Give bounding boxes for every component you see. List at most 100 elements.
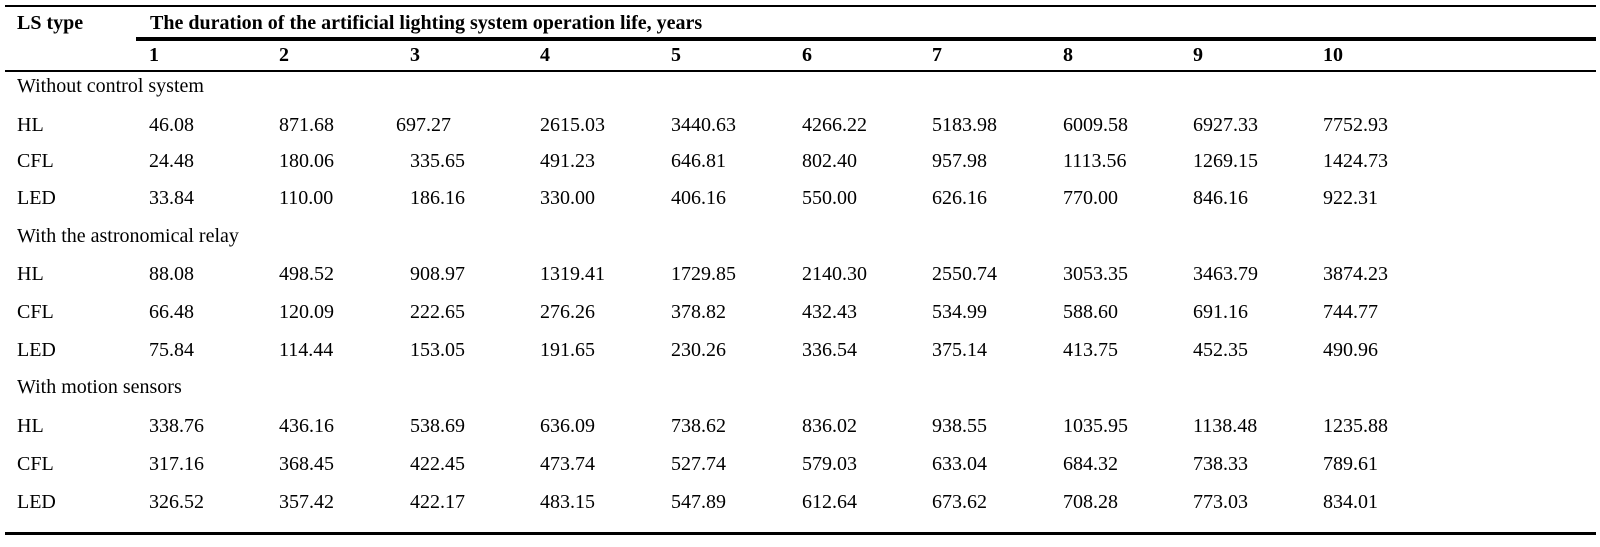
value-cell: 626.16 (932, 187, 987, 209)
value-cell: 922.31 (1323, 187, 1378, 209)
value-cell: 684.32 (1063, 453, 1118, 475)
value-cell: 317.16 (149, 453, 204, 475)
value-cell: 612.64 (802, 491, 857, 513)
value-cell: 406.16 (671, 187, 726, 209)
ls-type-cell: HL (17, 263, 44, 285)
value-cell: 846.16 (1193, 187, 1248, 209)
value-cell: 547.89 (671, 491, 726, 513)
year-header: 4 (540, 44, 550, 66)
ls-type-cell: LED (17, 339, 56, 361)
value-cell: 46.08 (149, 114, 194, 136)
value-cell: 491.23 (540, 150, 595, 172)
value-cell: 588.60 (1063, 301, 1118, 323)
ls-type-cell: HL (17, 114, 44, 136)
ls-type-cell: HL (17, 415, 44, 437)
year-header: 1 (149, 44, 159, 66)
value-cell: 2550.74 (932, 263, 997, 285)
value-cell: 636.09 (540, 415, 595, 437)
value-cell: 708.28 (1063, 491, 1118, 513)
value-cell: 1235.88 (1323, 415, 1388, 437)
value-cell: 579.03 (802, 453, 857, 475)
value-cell: 836.02 (802, 415, 857, 437)
value-cell: 673.62 (932, 491, 987, 513)
value-cell: 1424.73 (1323, 150, 1388, 172)
value-cell: 230.26 (671, 339, 726, 361)
value-cell: 1319.41 (540, 263, 605, 285)
year-header: 2 (279, 44, 289, 66)
value-cell: 33.84 (149, 187, 194, 209)
value-cell: 335.65 (410, 150, 465, 172)
year-header: 5 (671, 44, 681, 66)
value-cell: 527.74 (671, 453, 726, 475)
span-header-rule (136, 37, 1596, 41)
value-cell: 326.52 (149, 491, 204, 513)
value-cell: 3463.79 (1193, 263, 1258, 285)
group-title: With motion sensors (17, 376, 182, 398)
value-cell: 1729.85 (671, 263, 736, 285)
year-header: 7 (932, 44, 942, 66)
ls-type-cell: LED (17, 491, 56, 513)
value-cell: 738.33 (1193, 453, 1248, 475)
value-cell: 6927.33 (1193, 114, 1258, 136)
year-header: 3 (410, 44, 420, 66)
value-cell: 871.68 (279, 114, 334, 136)
value-cell: 110.00 (279, 187, 334, 209)
year-header: 8 (1063, 44, 1073, 66)
value-cell: 633.04 (932, 453, 987, 475)
value-cell: 1269.15 (1193, 150, 1258, 172)
value-cell: 3440.63 (671, 114, 736, 136)
span-header-label: The duration of the artificial lighting … (150, 12, 703, 34)
value-cell: 1138.48 (1193, 415, 1258, 437)
value-cell: 330.00 (540, 187, 595, 209)
value-cell: 120.09 (279, 301, 334, 323)
top-rule (5, 5, 1596, 7)
value-cell: 490.96 (1323, 339, 1378, 361)
year-header: 6 (802, 44, 812, 66)
value-cell: 498.52 (279, 263, 334, 285)
value-cell: 191.65 (540, 339, 595, 361)
value-cell: 1035.95 (1063, 415, 1128, 437)
value-cell: 3053.35 (1063, 263, 1128, 285)
ls-type-cell: CFL (17, 453, 54, 475)
value-cell: 773.03 (1193, 491, 1248, 513)
value-cell: 375.14 (932, 339, 987, 361)
value-cell: 180.06 (279, 150, 334, 172)
year-header: 9 (1193, 44, 1203, 66)
value-cell: 550.00 (802, 187, 857, 209)
value-cell: 697.27 (396, 114, 451, 136)
value-cell: 436.16 (279, 415, 334, 437)
row-header-label: LS type (17, 12, 84, 34)
value-cell: 5183.98 (932, 114, 997, 136)
value-cell: 75.84 (149, 339, 194, 361)
value-cell: 276.26 (540, 301, 595, 323)
value-cell: 744.77 (1323, 301, 1378, 323)
value-cell: 357.42 (279, 491, 334, 513)
value-cell: 378.82 (671, 301, 726, 323)
value-cell: 368.45 (279, 453, 334, 475)
value-cell: 483.15 (540, 491, 595, 513)
group-title: With the astronomical relay (17, 225, 239, 247)
value-cell: 908.97 (410, 263, 465, 285)
value-cell: 802.40 (802, 150, 857, 172)
value-cell: 7752.93 (1323, 114, 1388, 136)
value-cell: 222.65 (410, 301, 465, 323)
value-cell: 6009.58 (1063, 114, 1128, 136)
value-cell: 24.48 (149, 150, 194, 172)
value-cell: 4266.22 (802, 114, 867, 136)
group-title: Without control system (17, 75, 204, 97)
value-cell: 153.05 (410, 339, 465, 361)
value-cell: 646.81 (671, 150, 726, 172)
value-cell: 413.75 (1063, 339, 1118, 361)
value-cell: 1113.56 (1063, 150, 1127, 172)
value-cell: 186.16 (410, 187, 465, 209)
value-cell: 834.01 (1323, 491, 1378, 513)
value-cell: 66.48 (149, 301, 194, 323)
value-cell: 770.00 (1063, 187, 1118, 209)
value-cell: 538.69 (410, 415, 465, 437)
ls-type-cell: CFL (17, 150, 54, 172)
value-cell: 432.43 (802, 301, 857, 323)
value-cell: 789.61 (1323, 453, 1378, 475)
year-header: 10 (1323, 44, 1343, 66)
value-cell: 534.99 (932, 301, 987, 323)
value-cell: 691.16 (1193, 301, 1248, 323)
